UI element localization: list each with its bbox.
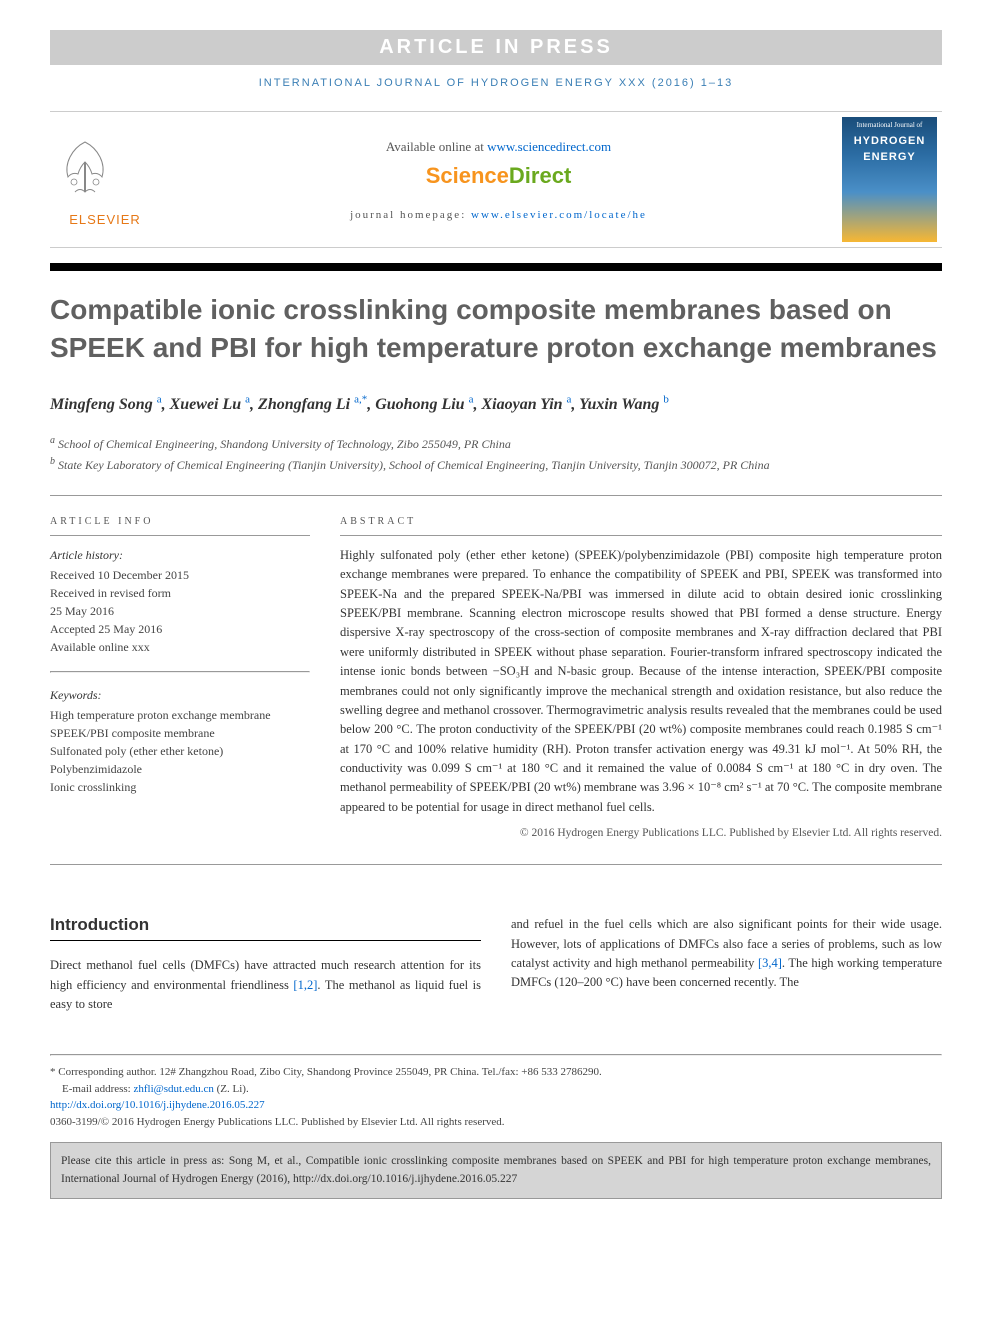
issn-copyright: 0360-3199/© 2016 Hydrogen Energy Publica… bbox=[50, 1114, 942, 1131]
divider bbox=[50, 495, 942, 496]
reference-link[interactable]: [3,4] bbox=[758, 956, 782, 970]
header-center: Available online at www.sciencedirect.co… bbox=[160, 124, 837, 236]
homepage-link[interactable]: www.elsevier.com/locate/he bbox=[471, 209, 647, 221]
journal-reference: INTERNATIONAL JOURNAL OF HYDROGEN ENERGY… bbox=[50, 65, 942, 101]
homepage-prefix: journal homepage: bbox=[350, 209, 471, 221]
article-info-heading: ARTICLE INFO bbox=[50, 516, 310, 536]
cover-small-title: International Journal of bbox=[842, 117, 937, 133]
sd-logo-part2: Direct bbox=[509, 163, 571, 188]
elsevier-tree-icon bbox=[50, 132, 120, 202]
reference-link[interactable]: [1,2] bbox=[293, 978, 317, 992]
author[interactable]: Mingfeng Song a bbox=[50, 396, 162, 413]
keywords-label: Keywords: bbox=[50, 688, 310, 703]
abstract-copyright: © 2016 Hydrogen Energy Publications LLC.… bbox=[340, 827, 942, 839]
sciencedirect-logo[interactable]: ScienceDirect bbox=[175, 163, 822, 189]
cover-main-2: ENERGY bbox=[842, 149, 937, 165]
divider bbox=[50, 864, 942, 865]
author[interactable]: Guohong Liu a bbox=[375, 396, 473, 413]
elsevier-text: ELSEVIER bbox=[50, 212, 160, 227]
available-online-text: Available online at www.sciencedirect.co… bbox=[175, 139, 822, 155]
citation-box: Please cite this article in press as: So… bbox=[50, 1142, 942, 1199]
abstract-column: ABSTRACT Highly sulfonated poly (ether e… bbox=[340, 516, 942, 839]
affiliation-b: b State Key Laboratory of Chemical Engin… bbox=[50, 454, 942, 475]
black-divider-bar bbox=[50, 263, 942, 271]
author[interactable]: Zhongfang Li a,* bbox=[258, 396, 367, 413]
email-line: E-mail address: zhfli@sdut.edu.cn (Z. Li… bbox=[50, 1081, 942, 1098]
author[interactable]: Xuewei Lu a bbox=[170, 396, 250, 413]
introduction-heading: Introduction bbox=[50, 915, 481, 941]
affiliations: a School of Chemical Engineering, Shando… bbox=[50, 433, 942, 475]
intro-right-text: and refuel in the fuel cells which are a… bbox=[511, 915, 942, 993]
intro-left-text: Direct methanol fuel cells (DMFCs) have … bbox=[50, 956, 481, 1014]
journal-cover-image[interactable]: International Journal of HYDROGEN ENERGY bbox=[842, 117, 937, 242]
sciencedirect-link[interactable]: www.sciencedirect.com bbox=[487, 139, 611, 154]
abstract-text: Highly sulfonated poly (ether ether keto… bbox=[340, 546, 942, 817]
introduction-section: Introduction Direct methanol fuel cells … bbox=[50, 915, 942, 1014]
corresponding-author: * Corresponding author. 12# Zhangzhou Ro… bbox=[50, 1064, 942, 1081]
footer: * Corresponding author. 12# Zhangzhou Ro… bbox=[50, 1054, 942, 1199]
abstract-heading: ABSTRACT bbox=[340, 516, 942, 536]
info-separator bbox=[50, 671, 310, 673]
available-prefix: Available online at bbox=[386, 139, 487, 154]
article-title: Compatible ionic crosslinking composite … bbox=[50, 291, 942, 367]
journal-homepage-text: journal homepage: www.elsevier.com/locat… bbox=[175, 209, 822, 221]
doi-link[interactable]: http://dx.doi.org/10.1016/j.ijhydene.201… bbox=[50, 1099, 265, 1111]
info-abstract-row: ARTICLE INFO Article history: Received 1… bbox=[50, 516, 942, 839]
intro-right-column: and refuel in the fuel cells which are a… bbox=[511, 915, 942, 1014]
article-info-column: ARTICLE INFO Article history: Received 1… bbox=[50, 516, 310, 839]
history-label: Article history: bbox=[50, 548, 310, 563]
authors-list: Mingfeng Song a, Xuewei Lu a, Zhongfang … bbox=[50, 392, 942, 418]
author[interactable]: Xiaoyan Yin a bbox=[481, 396, 571, 413]
cover-main-1: HYDROGEN bbox=[842, 133, 937, 149]
footer-divider bbox=[50, 1054, 942, 1056]
keywords-text: High temperature proton exchange membran… bbox=[50, 706, 310, 796]
elsevier-logo[interactable]: ELSEVIER bbox=[50, 122, 160, 237]
article-in-press-banner: ARTICLE IN PRESS bbox=[50, 30, 942, 65]
affiliation-a: a School of Chemical Engineering, Shando… bbox=[50, 433, 942, 454]
header-row: ELSEVIER Available online at www.science… bbox=[50, 111, 942, 248]
author[interactable]: Yuxin Wang b bbox=[579, 396, 669, 413]
intro-left-column: Introduction Direct methanol fuel cells … bbox=[50, 915, 481, 1014]
email-link[interactable]: zhfli@sdut.edu.cn bbox=[133, 1083, 213, 1095]
history-text: Received 10 December 2015 Received in re… bbox=[50, 566, 310, 656]
sd-logo-part1: Science bbox=[426, 163, 509, 188]
